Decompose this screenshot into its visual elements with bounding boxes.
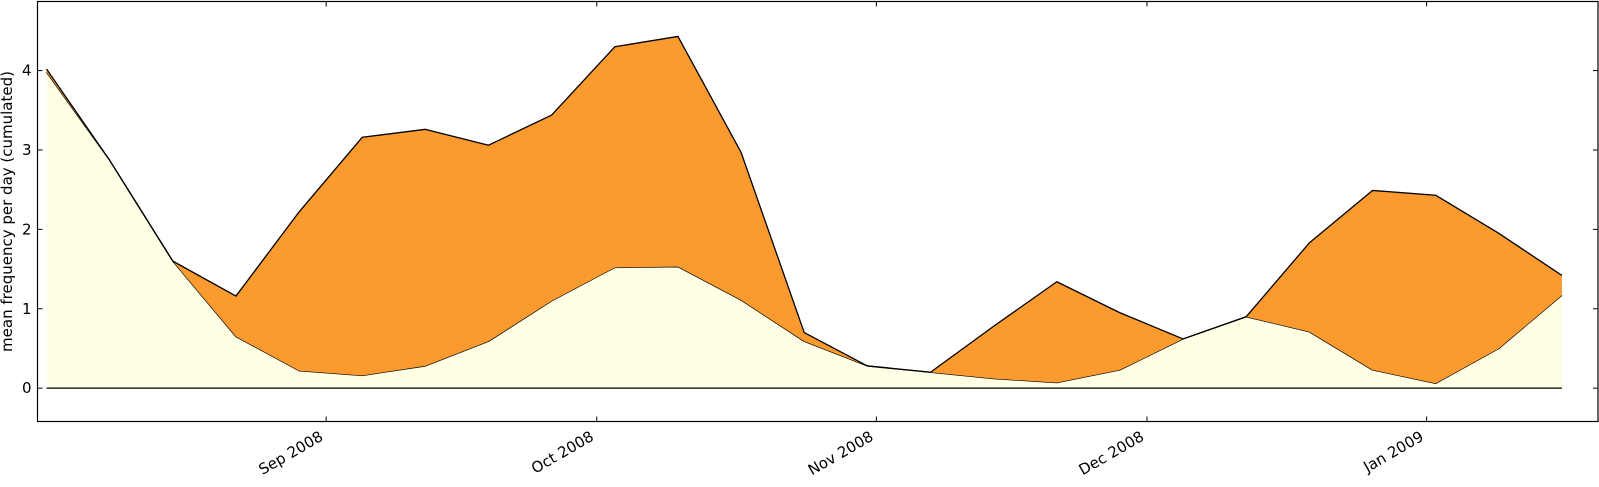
- y-axis-label: mean frequency per day (cumulated): [0, 71, 16, 352]
- y-tick-label: 1: [22, 300, 32, 318]
- area-series-2: [46, 36, 1562, 384]
- area-series-1: [46, 72, 1562, 389]
- y-tick-label: 3: [22, 141, 32, 159]
- plot-frame: [36, 0, 1599, 423]
- x-tick-label: Jan 2009: [1360, 427, 1427, 476]
- x-tick-label: Oct 2008: [528, 427, 597, 477]
- x-tick-label: Sep 2008: [255, 427, 326, 478]
- x-tick-label: Nov 2008: [805, 427, 877, 479]
- x-tick-label: Dec 2008: [1076, 427, 1147, 479]
- y-tick-label: 4: [22, 62, 32, 80]
- area-series-2-edge: [45, 35, 1563, 373]
- y-tick-label: 2: [22, 220, 32, 238]
- y-tick-label: 0: [22, 379, 32, 397]
